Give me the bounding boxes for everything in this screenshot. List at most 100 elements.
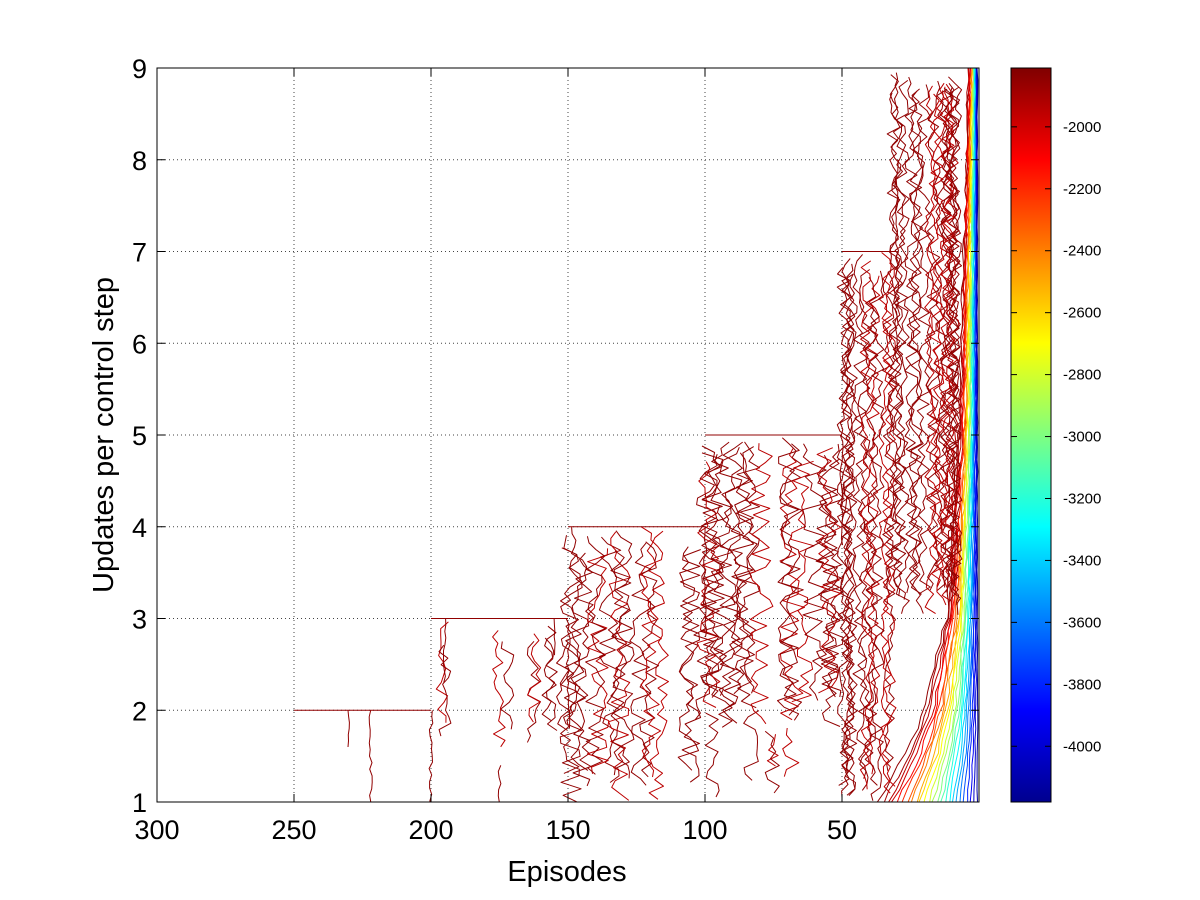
contour-strand xyxy=(541,637,556,722)
contour-strand xyxy=(679,549,702,783)
contour-strand xyxy=(553,618,556,656)
colorbar-gradient xyxy=(1010,67,1052,803)
contour-strand xyxy=(729,452,755,695)
contour-strand xyxy=(820,458,845,698)
contour-strand xyxy=(894,251,900,362)
contour-strand xyxy=(790,460,815,703)
contour-strand xyxy=(743,710,760,781)
y-tick-label: 2 xyxy=(132,696,147,726)
contour-strand xyxy=(718,447,743,710)
colorbar-tick-label: -3800 xyxy=(1063,676,1101,693)
colorbar-tick-label: -2000 xyxy=(1063,119,1101,136)
x-tick-label: 200 xyxy=(408,815,453,845)
contour-strand xyxy=(910,90,924,614)
x-tick-label: 250 xyxy=(271,815,316,845)
contour-strand xyxy=(735,441,761,709)
colorbar-tick-label: -3000 xyxy=(1063,429,1101,446)
contour-strand xyxy=(947,76,963,605)
contour-strand xyxy=(940,86,955,603)
contour-strand xyxy=(779,437,804,716)
contour-strand xyxy=(492,630,506,748)
contour-strand xyxy=(586,548,610,774)
contour-strand xyxy=(895,80,910,614)
y-tick-label: 6 xyxy=(132,329,147,359)
contour-strand xyxy=(779,448,805,721)
contour-strand xyxy=(933,88,949,592)
contour-strand xyxy=(677,546,701,771)
contour-strand xyxy=(839,434,844,546)
y-tick-label: 7 xyxy=(132,238,147,268)
colorbar-tick-label: -3200 xyxy=(1063,490,1101,507)
y-tick-label: 8 xyxy=(132,146,147,176)
contour-strand xyxy=(894,159,900,271)
contour-strand xyxy=(710,441,736,728)
contour-strand xyxy=(572,552,594,787)
colorbar-tick-label: -2200 xyxy=(1063,181,1101,198)
contour-lines xyxy=(294,68,979,802)
contour-strand xyxy=(640,526,664,778)
y-tick-label: 4 xyxy=(132,513,147,543)
contour-strand xyxy=(945,83,960,584)
contour-strand xyxy=(749,443,774,725)
x-tick-label: 100 xyxy=(682,815,727,845)
contour-strand xyxy=(700,454,726,696)
contour-strand xyxy=(841,263,856,796)
contour-strand xyxy=(585,536,607,775)
contour-strand xyxy=(939,87,954,593)
x-tick-labels: 300 250 200 150 100 50 xyxy=(134,815,857,845)
contour-strand xyxy=(926,80,941,591)
contour-strand xyxy=(878,252,893,794)
contour-line xyxy=(883,68,970,802)
contour-strand xyxy=(559,535,583,802)
contour-strand xyxy=(816,447,842,694)
contour-strand xyxy=(815,454,841,727)
contour-strand xyxy=(610,550,632,776)
contour-line xyxy=(931,68,975,802)
contour-strand xyxy=(816,443,842,698)
contour-strand xyxy=(945,86,961,615)
x-axis-label: Episodes xyxy=(507,856,626,888)
contour-strand xyxy=(719,441,744,724)
contour-strand xyxy=(442,618,447,683)
contour-strand xyxy=(347,710,350,748)
contour-strand xyxy=(629,542,652,786)
contour-strand xyxy=(886,74,901,596)
contour-strand xyxy=(766,734,779,767)
y-tick-label: 9 xyxy=(132,54,147,84)
colorbar-tick-label: -3400 xyxy=(1063,552,1101,569)
contour-strand xyxy=(638,541,660,778)
contour-strand xyxy=(891,72,907,600)
x-tick-label: 150 xyxy=(545,815,590,845)
y-axis-label: Updates per control step xyxy=(88,277,120,593)
contour-strand xyxy=(700,452,725,698)
contour-strand xyxy=(908,88,923,596)
colorbar-tick-label: -2400 xyxy=(1063,243,1101,260)
contour-line xyxy=(888,68,972,802)
x-tick-label: 300 xyxy=(134,815,179,845)
axis-ticks xyxy=(156,67,979,803)
x-tick-label: 50 xyxy=(827,815,857,845)
contour-strand xyxy=(368,710,373,802)
contour-strand xyxy=(527,633,542,723)
colorbar-tick-label: -4000 xyxy=(1063,738,1101,755)
contour-strand xyxy=(870,270,885,801)
contour-strand xyxy=(733,446,758,694)
contour-strand xyxy=(929,93,944,587)
contour-strand xyxy=(843,273,858,796)
contour-strand xyxy=(705,712,720,798)
y-tick-label: 5 xyxy=(132,421,147,451)
colorbar-tick-label: -2800 xyxy=(1063,367,1101,384)
y-tick-labels: 1 2 3 4 5 6 7 8 9 xyxy=(132,54,147,818)
contour-strand xyxy=(702,526,708,637)
contour-strand xyxy=(556,642,570,731)
contour-strand xyxy=(497,765,502,802)
y-tick-label: 3 xyxy=(132,605,147,635)
contour-strand xyxy=(565,618,571,729)
contour-strand xyxy=(777,443,801,721)
colorbar-tick-label: -2600 xyxy=(1063,305,1101,322)
contour-strand xyxy=(859,260,874,790)
y-tick-label: 1 xyxy=(132,788,147,818)
colorbar-tick-label: -3600 xyxy=(1063,614,1101,631)
contour-strand xyxy=(500,641,515,730)
